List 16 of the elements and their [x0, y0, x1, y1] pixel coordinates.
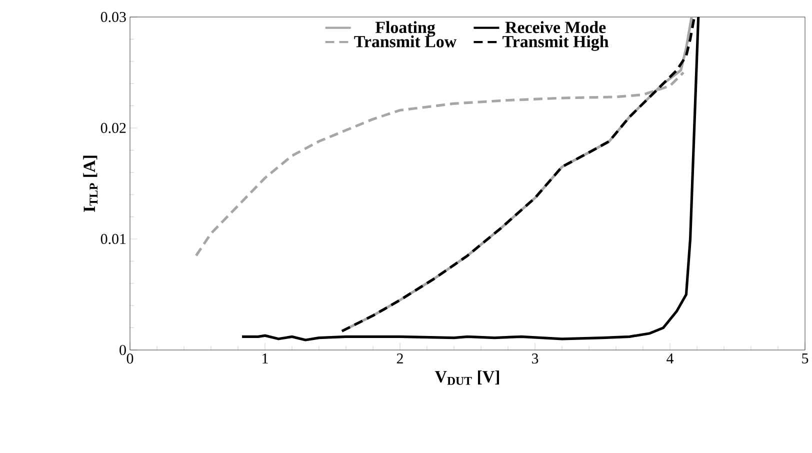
- x-tick-label: 4: [666, 354, 674, 364]
- y-axis-title: I$_{TLP}$ [A]: [83, 156, 98, 212]
- x-tick-label: 2: [396, 354, 403, 364]
- legend-label: Transmit High: [502, 35, 609, 51]
- legend-label: Receive Mode: [505, 21, 606, 34]
- legend-label: Transmit Low: [354, 35, 457, 48]
- x-tick-label: 1: [262, 354, 268, 364]
- x-tick-label: 5: [802, 354, 808, 364]
- y-tick-label: 0.02: [100, 122, 126, 134]
- y-tick-label: 0: [120, 344, 126, 356]
- x-tick-label: 0: [126, 354, 134, 364]
- legend-label: Floating: [375, 21, 436, 37]
- x-tick-label: 3: [532, 354, 538, 364]
- y-tick-label: 0.01: [100, 234, 126, 244]
- y-tick-label: 0.03: [100, 12, 126, 22]
- x-axis-title: V$_{DUT}$ [V]: [434, 370, 499, 385]
